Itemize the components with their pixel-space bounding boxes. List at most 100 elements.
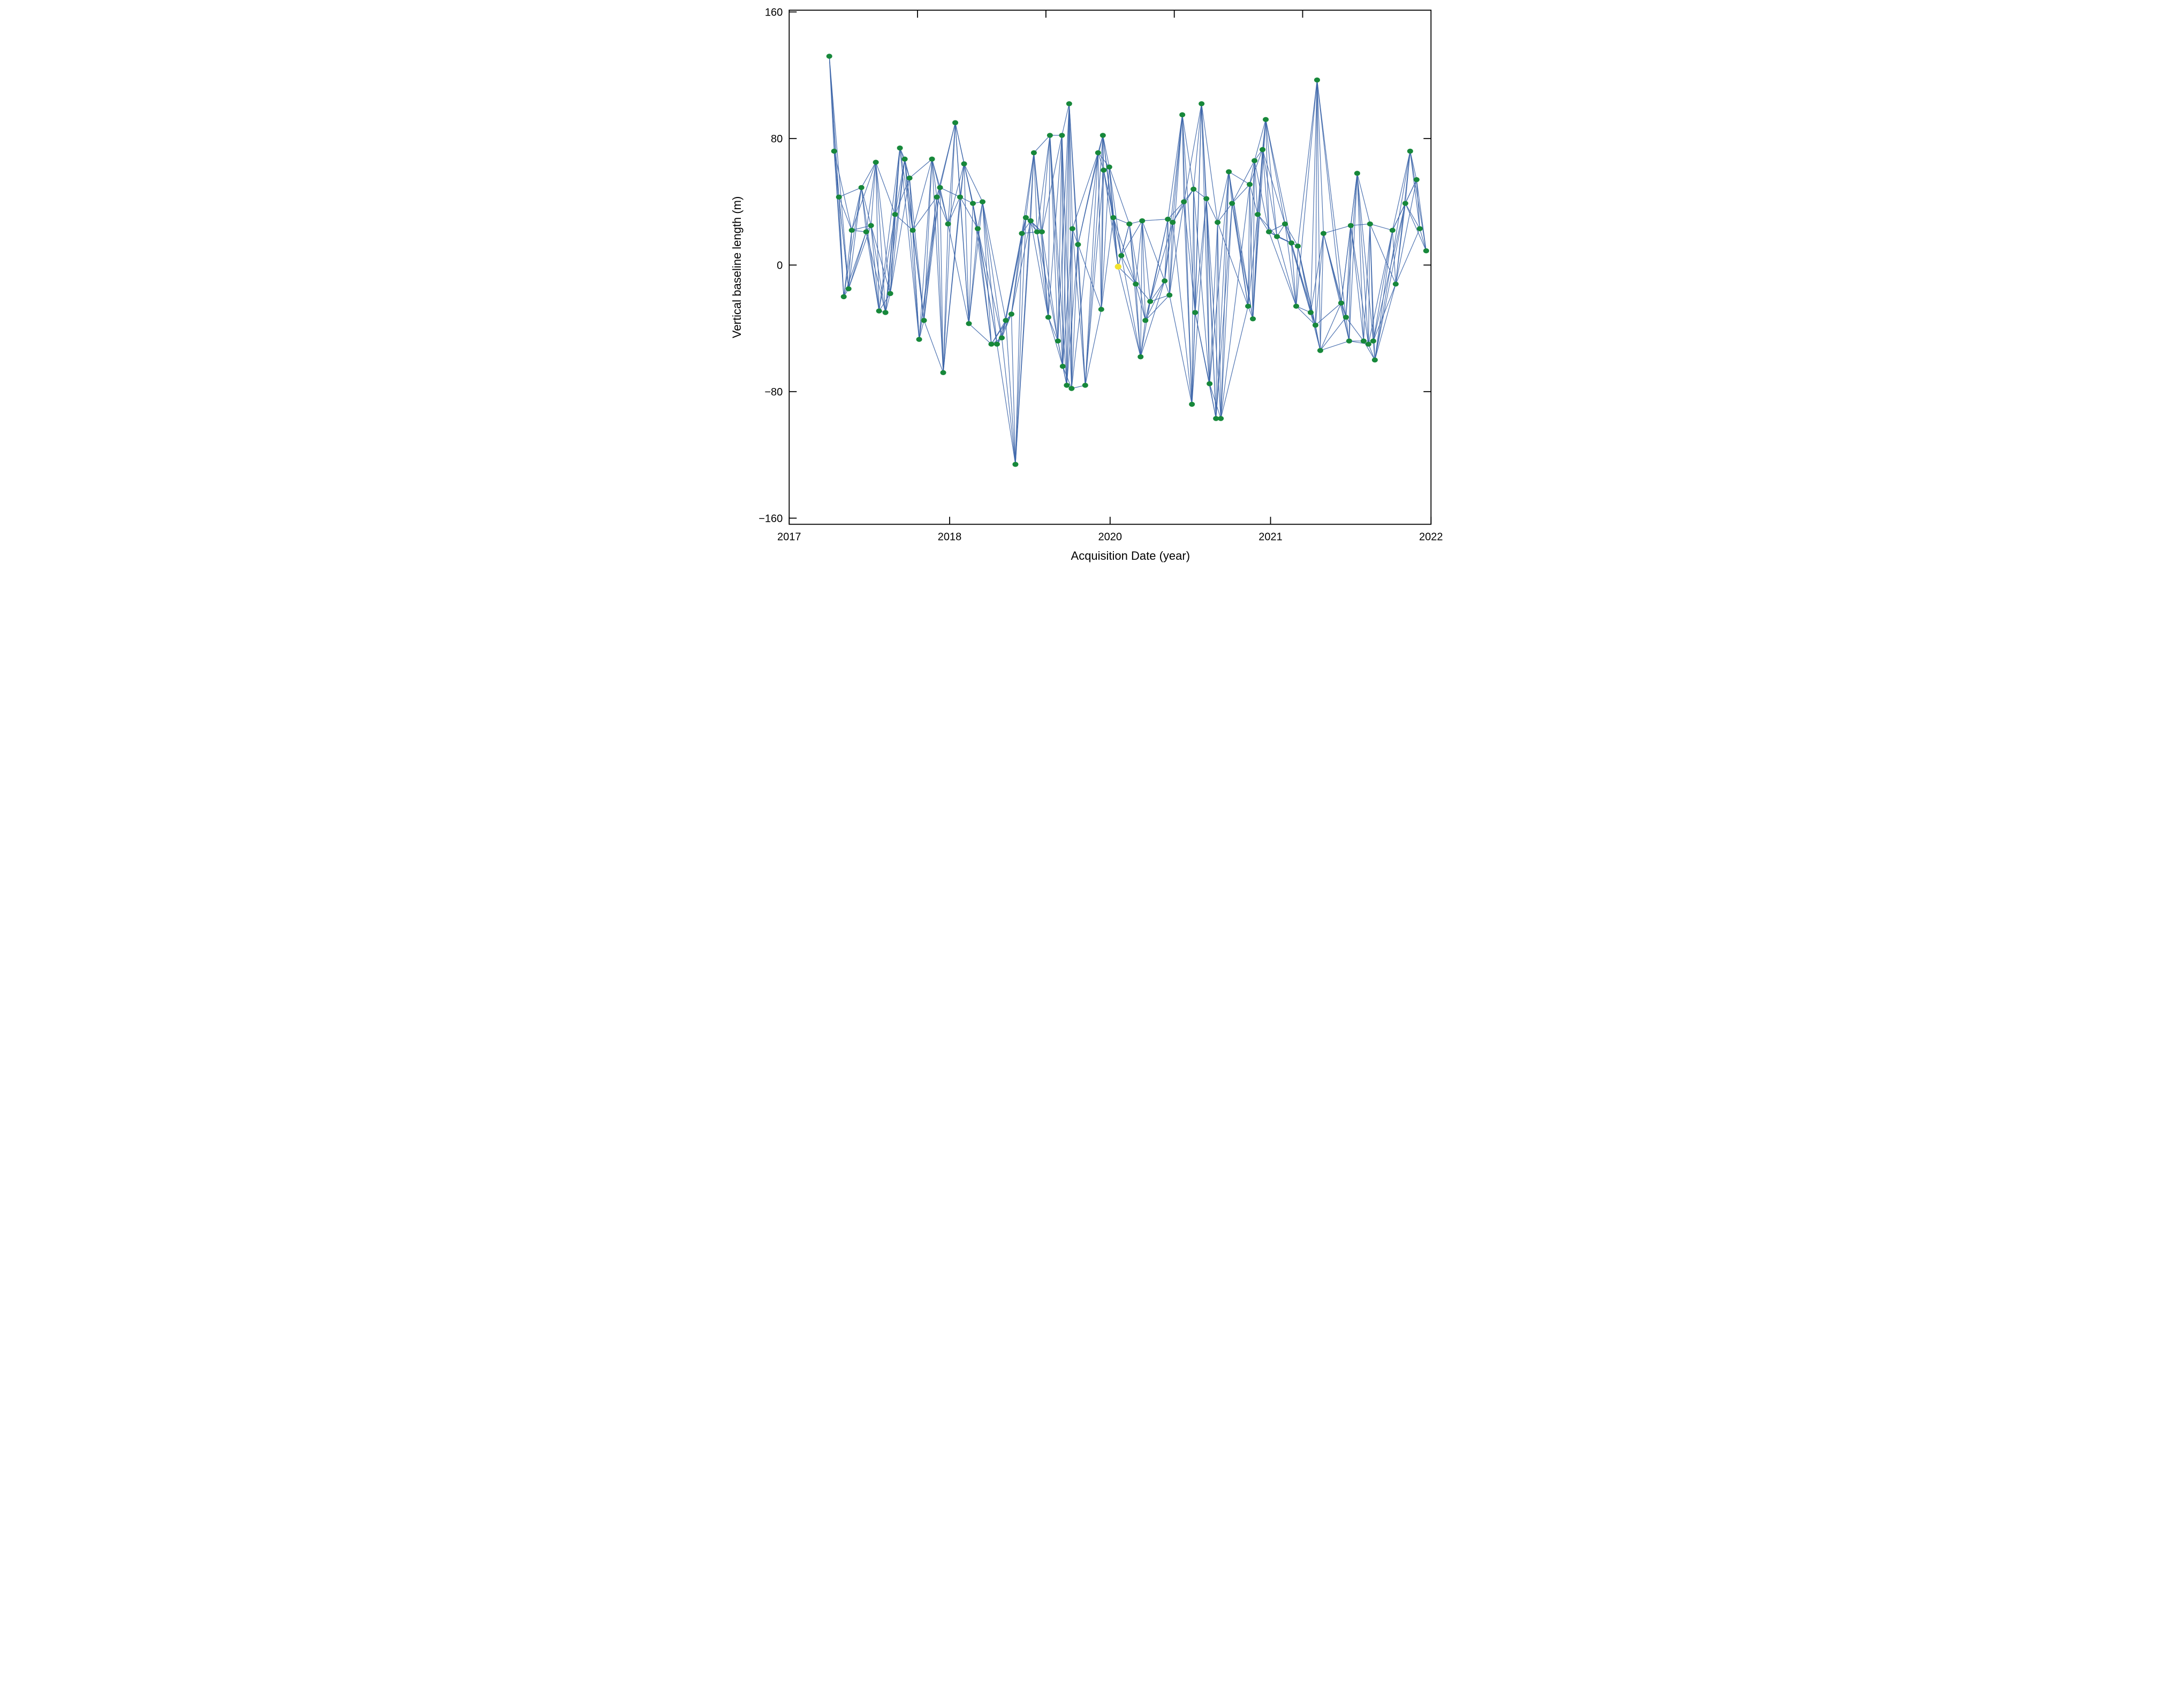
acquisition-point[interactable] (1260, 147, 1266, 153)
acquisition-point[interactable] (1255, 212, 1261, 217)
acquisition-point[interactable] (1252, 158, 1258, 163)
acquisition-point[interactable] (1034, 229, 1040, 234)
acquisition-point[interactable] (1098, 307, 1104, 312)
acquisition-point[interactable] (1392, 281, 1399, 287)
acquisition-point[interactable] (940, 370, 946, 376)
acquisition-point[interactable] (1423, 248, 1429, 254)
acquisition-point[interactable] (1354, 171, 1360, 176)
acquisition-point[interactable] (970, 201, 976, 206)
acquisition-point[interactable] (1416, 226, 1423, 232)
acquisition-point[interactable] (998, 335, 1005, 340)
acquisition-point[interactable] (1295, 243, 1301, 249)
acquisition-point[interactable] (1402, 201, 1408, 206)
acquisition-point[interactable] (929, 156, 935, 162)
acquisition-point[interactable] (1045, 315, 1051, 320)
acquisition-point[interactable] (840, 294, 847, 300)
acquisition-point[interactable] (916, 337, 922, 342)
acquisition-point[interactable] (1162, 278, 1168, 284)
acquisition-point[interactable] (1199, 101, 1205, 106)
acquisition-point[interactable] (1106, 164, 1112, 170)
acquisition-point[interactable] (868, 223, 874, 229)
acquisition-point[interactable] (845, 286, 852, 292)
acquisition-point[interactable] (892, 212, 898, 217)
acquisition-point[interactable] (1293, 303, 1300, 309)
acquisition-point[interactable] (1075, 242, 1081, 247)
acquisition-point[interactable] (906, 176, 913, 181)
acquisition-point[interactable] (1142, 318, 1149, 323)
acquisition-point[interactable] (1066, 101, 1072, 106)
acquisition-point[interactable] (1019, 231, 1025, 236)
acquisition-point[interactable] (887, 291, 893, 296)
acquisition-point[interactable] (1226, 169, 1232, 174)
acquisition-point[interactable] (1147, 299, 1154, 304)
acquisition-point[interactable] (1138, 354, 1144, 360)
acquisition-point[interactable] (873, 159, 879, 165)
acquisition-point[interactable] (1110, 215, 1117, 220)
acquisition-point[interactable] (1229, 201, 1235, 206)
acquisition-point[interactable] (966, 321, 972, 326)
acquisition-point[interactable] (1046, 133, 1053, 138)
acquisition-point[interactable] (994, 341, 1000, 347)
acquisition-point[interactable] (848, 227, 855, 233)
acquisition-point[interactable] (1101, 168, 1107, 173)
acquisition-point[interactable] (1413, 177, 1420, 182)
acquisition-point[interactable] (1179, 112, 1186, 118)
acquisition-point[interactable] (1360, 338, 1367, 344)
acquisition-point[interactable] (1055, 338, 1061, 344)
acquisition-point[interactable] (901, 156, 908, 162)
acquisition-point[interactable] (975, 226, 981, 232)
acquisition-point[interactable] (1126, 221, 1133, 227)
acquisition-point[interactable] (1099, 133, 1106, 138)
acquisition-point[interactable] (1338, 300, 1344, 306)
acquisition-point[interactable] (1367, 221, 1373, 227)
acquisition-point[interactable] (957, 194, 964, 200)
acquisition-point[interactable] (1027, 218, 1034, 224)
acquisition-point[interactable] (1407, 148, 1413, 154)
acquisition-point[interactable] (858, 185, 864, 191)
acquisition-point[interactable] (1068, 386, 1075, 391)
acquisition-point[interactable] (1247, 181, 1253, 187)
acquisition-point[interactable] (1282, 221, 1288, 227)
acquisition-point[interactable] (1118, 253, 1125, 258)
acquisition-point[interactable] (831, 148, 837, 154)
acquisition-point[interactable] (1320, 231, 1326, 236)
acquisition-point[interactable] (1012, 462, 1019, 467)
acquisition-point[interactable] (1215, 219, 1221, 225)
acquisition-point[interactable] (1274, 234, 1280, 239)
acquisition-point[interactable] (1165, 216, 1171, 222)
acquisition-point[interactable] (1245, 303, 1252, 309)
acquisition-point[interactable] (1190, 186, 1197, 192)
acquisition-point[interactable] (988, 341, 995, 347)
acquisition-point[interactable] (1022, 215, 1029, 220)
acquisition-point[interactable] (1133, 281, 1139, 287)
acquisition-point[interactable] (826, 54, 832, 59)
acquisition-point[interactable] (945, 221, 951, 227)
reference-acquisition-point[interactable] (1114, 263, 1121, 270)
acquisition-point[interactable] (934, 194, 940, 200)
acquisition-point[interactable] (1314, 77, 1320, 83)
acquisition-point[interactable] (1030, 150, 1037, 156)
acquisition-point[interactable] (1307, 310, 1314, 315)
acquisition-point[interactable] (1317, 348, 1323, 353)
acquisition-point[interactable] (1064, 383, 1070, 388)
acquisition-point[interactable] (1218, 416, 1224, 421)
acquisition-point[interactable] (1207, 381, 1213, 386)
acquisition-point[interactable] (1250, 316, 1256, 322)
acquisition-point[interactable] (1370, 338, 1376, 344)
acquisition-point[interactable] (1038, 229, 1045, 234)
acquisition-point[interactable] (1343, 315, 1349, 320)
acquisition-point[interactable] (1203, 196, 1210, 201)
acquisition-point[interactable] (863, 229, 869, 234)
acquisition-point[interactable] (937, 185, 943, 191)
acquisition-point[interactable] (1170, 219, 1176, 225)
acquisition-point[interactable] (1365, 341, 1371, 347)
acquisition-point[interactable] (876, 308, 882, 314)
acquisition-point[interactable] (1266, 229, 1272, 234)
acquisition-point[interactable] (921, 318, 927, 323)
acquisition-point[interactable] (1166, 292, 1173, 298)
acquisition-point[interactable] (1095, 150, 1101, 156)
acquisition-point[interactable] (1288, 240, 1295, 246)
acquisition-point[interactable] (1347, 223, 1354, 229)
acquisition-point[interactable] (1312, 322, 1318, 328)
acquisition-point[interactable] (952, 120, 959, 125)
